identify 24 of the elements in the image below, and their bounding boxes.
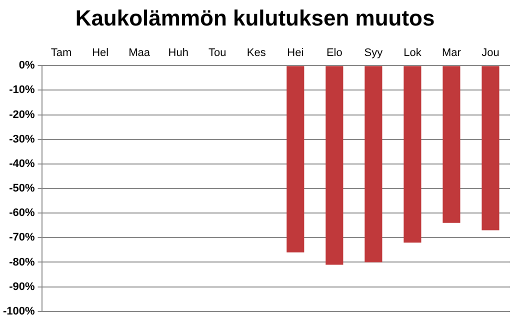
x-tick-label: Tam	[50, 47, 72, 60]
x-tick-label: Tou	[208, 47, 226, 60]
y-tick-label: -60%	[9, 207, 36, 220]
x-tick-label: Huh	[168, 47, 188, 60]
y-tick-label: -10%	[9, 84, 36, 96]
y-tick-label: -40%	[9, 158, 36, 170]
x-tick-label: Maa	[128, 47, 151, 60]
x-tick-label: Lok	[404, 47, 422, 60]
y-tick-label: -90%	[9, 280, 36, 293]
x-tick-label: Jou	[482, 47, 500, 60]
y-tick-label: -20%	[9, 108, 36, 121]
y-tick-label: -80%	[9, 256, 36, 268]
x-tick-label: Kes	[246, 47, 266, 60]
chart-title: Kaukolämmön kulutuksen muutos	[75, 5, 435, 30]
y-tick-label: -100%	[3, 305, 36, 318]
x-tick-label: Syy	[364, 47, 384, 60]
y-tick-label: -70%	[9, 232, 36, 244]
x-tick-label: Hei	[287, 47, 304, 60]
x-tick-label: Mar	[442, 47, 462, 60]
x-tick-label: Hel	[92, 47, 109, 60]
x-tick-label: Elo	[326, 47, 342, 60]
y-tick-label: -50%	[9, 182, 36, 195]
y-tick-label: -30%	[9, 133, 36, 146]
y-tick-label: 0%	[18, 60, 36, 72]
